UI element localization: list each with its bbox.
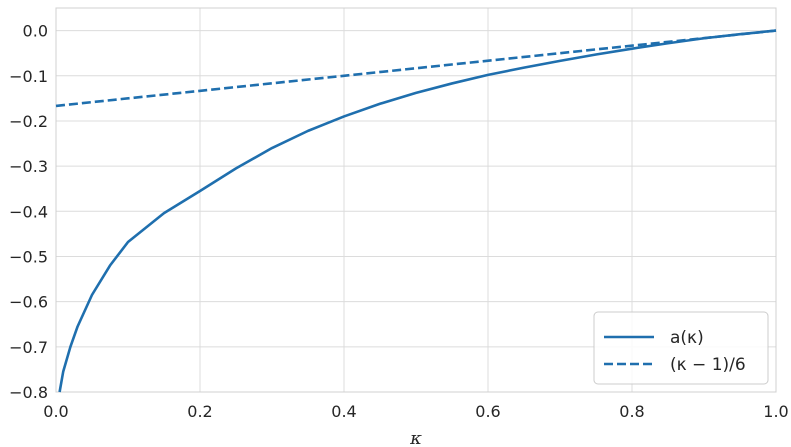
y-tick-label: 0.0: [23, 22, 48, 41]
series-layer: [55, 29, 777, 393]
x-axis-label: κ: [409, 428, 422, 447]
x-tick-label: 0.8: [619, 402, 644, 421]
tick-labels: 0.0 0.2 0.4 0.6 0.8 1.0 0.0 −0.1 −0.2 −0.3 −0.4 −0.…: [9, 22, 789, 421]
y-tick-label: −0.3: [9, 157, 48, 176]
y-tick-label: −0.2: [9, 112, 48, 131]
y-tick-label: −0.4: [9, 202, 48, 221]
y-tick-label: −0.5: [9, 247, 48, 266]
legend: a(κ) (κ − 1)/6: [593, 311, 769, 385]
x-tick-label: 1.0: [763, 402, 788, 421]
x-tick-label: 0.0: [43, 402, 68, 421]
legend-box: [593, 311, 769, 385]
y-tick-label: −0.6: [9, 293, 48, 312]
y-tick-label: −0.8: [9, 383, 48, 402]
x-tick-label: 0.6: [475, 402, 500, 421]
legend-label-a-kappa: a(κ): [670, 328, 704, 348]
y-tick-label: −0.1: [9, 67, 48, 86]
legend-label-linear-approx: (κ − 1)/6: [670, 355, 746, 375]
series-line-1: [55, 29, 777, 108]
y-tick-label: −0.7: [9, 338, 48, 357]
series-line-0: [58, 29, 777, 393]
x-tick-label: 0.4: [331, 402, 356, 421]
x-tick-label: 0.2: [187, 402, 212, 421]
plot-area-frame: [55, 7, 777, 393]
